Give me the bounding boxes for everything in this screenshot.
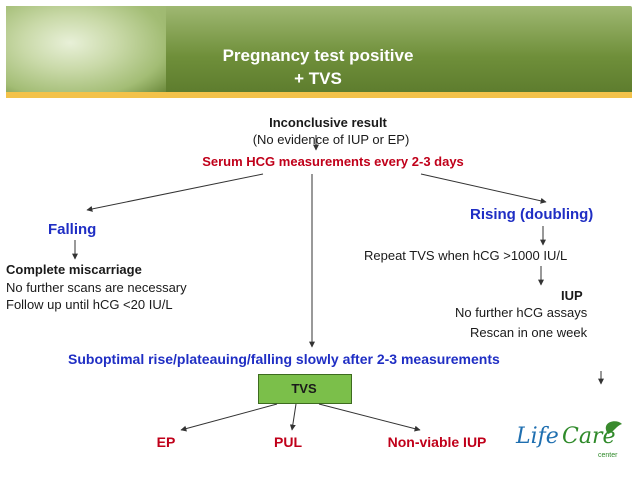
- complete-miscarriage-label: Complete miscarriage: [6, 262, 142, 277]
- no-further-hcg-label: No further hCG assays: [455, 305, 588, 320]
- no-evidence-label: (No evidence of IUP or EP): [252, 132, 410, 147]
- title-line-2: + TVS: [294, 69, 342, 88]
- title-line-1: Pregnancy test positive: [222, 46, 414, 65]
- logo-care-text: Care: [562, 424, 616, 449]
- rising-label: Rising (doubling): [470, 206, 594, 223]
- serum-hcg-label: Serum HCG measurements every 2-3 days: [202, 154, 464, 169]
- arrow-to-falling: [86, 173, 264, 212]
- ep-outcome: EP: [156, 434, 176, 450]
- rescan-label: Rescan in one week: [470, 325, 588, 340]
- leaf-icon: [605, 421, 622, 434]
- falling-label: Falling: [48, 221, 97, 238]
- logo-life-text: Life: [516, 424, 559, 449]
- banner-accent-rule: [6, 92, 632, 98]
- iup-label: IUP: [561, 288, 583, 303]
- nonviable-iup-outcome: Non-viable IUP: [387, 434, 487, 450]
- logo-subtitle: center: [598, 452, 618, 459]
- follow-up-label: Follow up until hCG <20 IU/L: [6, 297, 173, 312]
- no-further-scans-label: No further scans are necessary: [6, 280, 187, 295]
- tvs-box: [258, 374, 352, 404]
- arrow-to-nonviable: [318, 403, 421, 432]
- lifecare-logo: Life Care center: [512, 418, 624, 462]
- pul-outcome: PUL: [274, 434, 302, 450]
- arrow-to-rising: [420, 173, 547, 204]
- inconclusive-label: Inconclusive result: [269, 115, 387, 130]
- tvs-box-label: TVS: [291, 381, 317, 396]
- repeat-tvs-label: Repeat TVS when hCG >1000 IU/L: [364, 248, 568, 263]
- suboptimal-label: Suboptimal rise/plateauing/falling slowl…: [68, 351, 500, 367]
- arrow-to-ep: [180, 403, 278, 432]
- arrow-to-pul: [289, 403, 297, 431]
- banner-photo-hands-sprout: [6, 6, 166, 98]
